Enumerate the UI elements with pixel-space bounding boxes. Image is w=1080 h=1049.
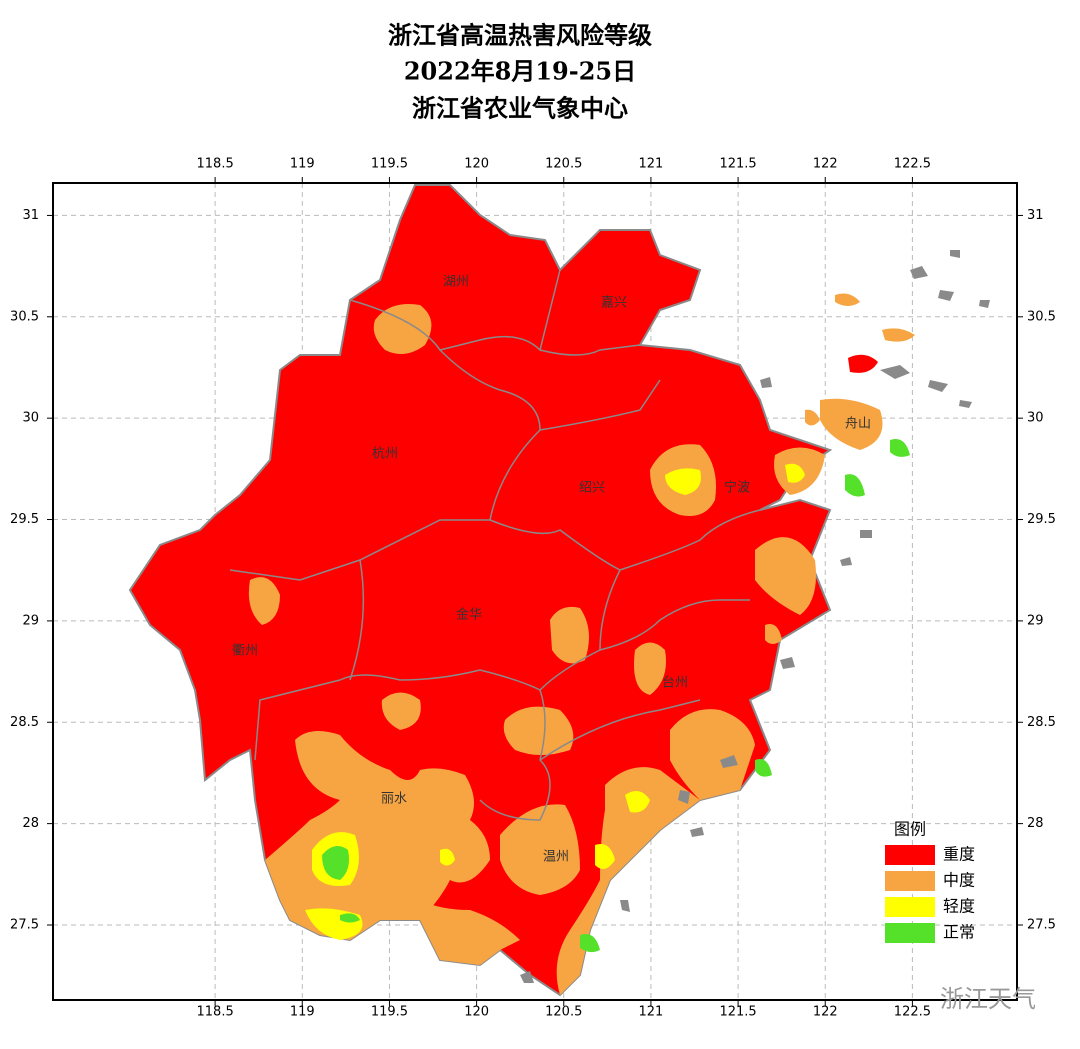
title-line: 浙江省高温热害风险等级 (388, 21, 652, 50)
y-tick-label: 28.5 (1027, 715, 1056, 730)
risk-area (322, 846, 349, 880)
risk-area (634, 642, 666, 695)
risk-area (440, 848, 455, 866)
x-tick-label: 122.5 (894, 1005, 931, 1020)
x-tick-label: 121 (639, 1005, 664, 1020)
place-label: 绍兴 (579, 481, 605, 496)
title-line: 2022年8月19-25日 (404, 57, 636, 86)
y-tick-label: 31 (22, 208, 39, 223)
y-tick-label: 28 (1027, 816, 1044, 831)
place-label: 嘉兴 (601, 296, 627, 311)
legend-label: 正常 (943, 923, 975, 942)
place-label: 舟山 (845, 417, 871, 432)
place-label: 丽水 (381, 792, 407, 807)
risk-area (785, 463, 805, 483)
risk-area (755, 537, 816, 615)
place-label: 金华 (456, 607, 482, 623)
x-tick-label: 122 (813, 1005, 838, 1020)
place-label: 台州 (662, 676, 688, 691)
y-tick-label: 29.5 (1027, 512, 1056, 527)
x-tick-label: 119 (290, 1005, 315, 1020)
risk-area (580, 934, 600, 953)
x-tick-label: 121.5 (719, 1005, 756, 1020)
risk-area (503, 706, 574, 755)
risk-area (845, 474, 865, 497)
y-tick-label: 28.5 (10, 715, 39, 730)
y-tick-label: 29.5 (10, 512, 39, 527)
place-label: 衢州 (232, 644, 258, 659)
risk-area (625, 791, 650, 813)
island (848, 354, 878, 373)
risk-area (500, 804, 580, 895)
x-tick-label: 118.5 (197, 157, 234, 172)
risk-area (381, 692, 421, 730)
legend-swatch (885, 897, 935, 917)
place-label: 湖州 (443, 275, 469, 290)
legend-label: 中度 (943, 871, 975, 890)
x-tick-label: 119.5 (371, 1005, 408, 1020)
y-tick-label: 29 (22, 613, 39, 628)
legend-swatch (885, 923, 935, 943)
risk-area (595, 844, 615, 869)
x-tick-label: 121.5 (719, 157, 756, 172)
map-frame (52, 182, 1018, 1001)
risk-area (670, 709, 755, 800)
island (805, 409, 820, 426)
risk-area (248, 577, 280, 625)
province-area (128, 184, 833, 997)
y-tick-label: 30.5 (1027, 309, 1056, 324)
legend-label: 轻度 (943, 897, 975, 916)
risk-area (556, 767, 700, 995)
x-tick-label: 120.5 (545, 157, 582, 172)
island (765, 624, 782, 644)
risk-area (550, 606, 589, 664)
risk-area (265, 731, 490, 940)
risk-area (420, 900, 520, 965)
y-tick-label: 27.5 (10, 917, 39, 932)
risk-area (373, 304, 432, 354)
y-tick-label: 27.5 (1027, 917, 1056, 932)
x-tick-label: 119.5 (371, 157, 408, 172)
risk-area (665, 468, 701, 495)
y-tick-label: 29 (1027, 613, 1044, 628)
title-line: 浙江省农业气象中心 (412, 94, 628, 123)
legend-label: 重度 (943, 845, 975, 864)
island (890, 439, 910, 457)
x-tick-label: 118.5 (197, 1005, 234, 1020)
x-tick-label: 120.5 (545, 1005, 582, 1020)
y-tick-label: 30.5 (10, 309, 39, 324)
watermark: 浙江天气 (940, 985, 1036, 1013)
island (755, 759, 772, 777)
x-tick-label: 119 (290, 157, 315, 172)
x-tick-label: 122 (813, 157, 838, 172)
place-label: 宁波 (724, 480, 750, 496)
y-tick-label: 30 (1027, 411, 1044, 426)
island (820, 398, 883, 450)
place-label: 温州 (543, 850, 569, 865)
place-label: 杭州 (372, 447, 398, 462)
island (835, 293, 860, 306)
x-tick-label: 121 (639, 157, 664, 172)
y-tick-label: 28 (22, 816, 39, 831)
x-tick-label: 120 (464, 1005, 489, 1020)
x-tick-label: 120 (464, 157, 489, 172)
city-border (229, 269, 761, 821)
legend-swatch (885, 871, 935, 891)
map-body (128, 184, 990, 997)
island (882, 328, 915, 342)
risk-area (340, 913, 360, 923)
legend-title: 图例 (894, 820, 926, 839)
legend-swatch (885, 845, 935, 865)
y-tick-label: 30 (22, 411, 39, 426)
x-tick-label: 122.5 (894, 157, 931, 172)
y-tick-label: 31 (1027, 208, 1044, 223)
